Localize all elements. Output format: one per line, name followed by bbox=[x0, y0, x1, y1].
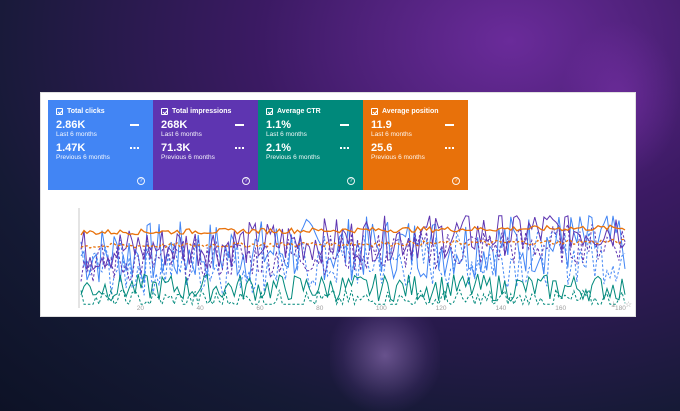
background-glow bbox=[330, 300, 440, 411]
checkbox-icon[interactable] bbox=[56, 107, 63, 115]
x-tick-label: 120 bbox=[435, 305, 447, 312]
help-icon[interactable]: ? bbox=[347, 177, 355, 185]
series-line-position-last bbox=[80, 224, 626, 236]
metric-period: Previous 6 months bbox=[371, 154, 425, 161]
x-tick-label: 180 bbox=[615, 305, 626, 312]
series-line-impressions-previous bbox=[80, 222, 626, 282]
current-metric: 1.1% Last 6 months bbox=[266, 119, 355, 139]
card-total-impressions[interactable]: Total impressions 268K Last 6 months 71.… bbox=[153, 100, 258, 190]
performance-panel: Total clicks 2.86K Last 6 months 1.47K P… bbox=[40, 92, 636, 317]
card-label: Total impressions bbox=[172, 107, 232, 115]
current-metric: 268K Last 6 months bbox=[161, 119, 250, 139]
metric-value: 268K bbox=[161, 119, 188, 131]
metric-value: 2.86K bbox=[56, 119, 86, 131]
card-header: Average position bbox=[371, 106, 460, 116]
card-label: Average CTR bbox=[277, 107, 321, 115]
previous-metric: 71.3K Previous 6 months bbox=[161, 142, 250, 162]
star-icon[interactable]: ☆ bbox=[624, 300, 632, 309]
metric-period: Last 6 months bbox=[161, 131, 202, 138]
series-line-ctr-previous bbox=[80, 287, 626, 307]
performance-chart[interactable] bbox=[77, 208, 635, 316]
metric-value: 11.9 bbox=[371, 119, 392, 131]
previous-metric: 2.1% Previous 6 months bbox=[266, 142, 355, 162]
download-icon[interactable]: ⤓ bbox=[611, 300, 615, 309]
metric-value: 1.47K bbox=[56, 142, 86, 154]
card-average-position[interactable]: Average position 11.9 Last 6 months 25.6… bbox=[363, 100, 468, 190]
series-line-position-previous bbox=[80, 238, 626, 249]
previous-metric: 1.47K Previous 6 months bbox=[56, 142, 145, 162]
metric-period: Previous 6 months bbox=[56, 154, 110, 161]
card-header: Total clicks bbox=[56, 106, 145, 116]
help-icon[interactable]: ? bbox=[452, 177, 460, 185]
checkbox-icon[interactable] bbox=[371, 107, 378, 115]
dashed-legend-icon bbox=[130, 147, 139, 149]
metric-period: Last 6 months bbox=[266, 131, 307, 138]
series-line-ctr-last bbox=[80, 273, 626, 303]
card-header: Total impressions bbox=[161, 106, 250, 116]
solid-legend-icon bbox=[130, 124, 139, 126]
dashed-legend-icon bbox=[445, 147, 454, 149]
card-average-ctr[interactable]: Average CTR 1.1% Last 6 months 2.1% Prev… bbox=[258, 100, 363, 190]
metric-value: 2.1% bbox=[266, 142, 292, 154]
x-tick-label: 160 bbox=[555, 305, 567, 312]
x-tick-label: 20 bbox=[136, 305, 144, 312]
solid-legend-icon bbox=[235, 124, 244, 126]
series-line-clicks-previous bbox=[80, 227, 626, 296]
checkbox-icon[interactable] bbox=[161, 107, 168, 115]
solid-legend-icon bbox=[445, 124, 454, 126]
metric-period: Previous 6 months bbox=[266, 154, 320, 161]
metric-value: 25.6 bbox=[371, 142, 393, 154]
metric-value: 1.1% bbox=[266, 119, 292, 131]
solid-legend-icon bbox=[340, 124, 349, 126]
metric-period: Last 6 months bbox=[371, 131, 412, 138]
current-metric: 2.86K Last 6 months bbox=[56, 119, 145, 139]
chart-svg bbox=[78, 208, 626, 308]
metric-period: Previous 6 months bbox=[161, 154, 215, 161]
card-label: Total clicks bbox=[67, 107, 105, 115]
metric-cards: Total clicks 2.86K Last 6 months 1.47K P… bbox=[48, 100, 468, 197]
series-line-clicks-last bbox=[80, 214, 626, 283]
previous-metric: 25.6 Previous 6 months bbox=[371, 142, 460, 162]
card-total-clicks[interactable]: Total clicks 2.86K Last 6 months 1.47K P… bbox=[48, 100, 153, 190]
dashed-legend-icon bbox=[340, 147, 349, 149]
x-axis-ticks: 20 40 60 80 100 120 140 160 180 bbox=[41, 304, 635, 316]
metric-value: 71.3K bbox=[161, 142, 191, 154]
x-tick-label: 40 bbox=[196, 305, 204, 312]
series-line-impressions-last bbox=[80, 214, 626, 271]
metric-period: Last 6 months bbox=[56, 131, 97, 138]
current-metric: 11.9 Last 6 months bbox=[371, 119, 460, 139]
checkbox-icon[interactable] bbox=[266, 107, 273, 115]
help-icon[interactable]: ? bbox=[242, 177, 250, 185]
x-tick-label: 140 bbox=[495, 305, 507, 312]
card-header: Average CTR bbox=[266, 106, 355, 116]
dashed-legend-icon bbox=[235, 147, 244, 149]
help-icon[interactable]: ? bbox=[137, 177, 145, 185]
card-label: Average position bbox=[382, 107, 439, 115]
x-tick-label: 80 bbox=[316, 305, 324, 312]
x-tick-label: 60 bbox=[256, 305, 264, 312]
x-tick-label: 100 bbox=[375, 305, 387, 312]
